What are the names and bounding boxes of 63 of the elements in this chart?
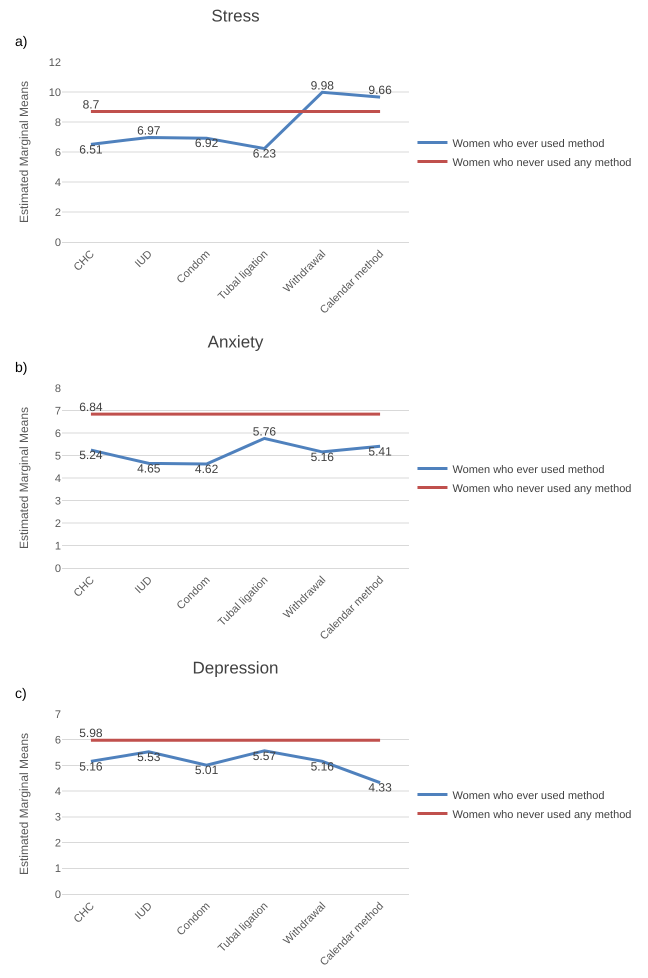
y-axis-title: Estimated Marginal Means [17,406,31,550]
x-tick-label: IUD [132,248,155,270]
chart-title: Stress [211,6,260,26]
legend-label: Women who ever used method [452,790,605,802]
data-label: 6.97 [137,123,161,138]
legend-label: Women who ever used method [452,464,605,476]
y-axis-title: Estimated Marginal Means [17,732,31,876]
y-tick-label: 0 [54,236,61,249]
y-tick-label: 6 [54,146,61,159]
y-tick-label: 5 [54,760,61,772]
data-label: 4.33 [368,780,392,795]
legend-label: Women who never used any method [452,808,632,821]
data-label: 5.16 [310,450,334,464]
data-label: 9.98 [310,78,334,92]
data-label: 8.7 [82,98,100,112]
y-tick-label: 2 [54,518,61,530]
y-tick-label: 12 [48,56,61,69]
y-axis-title: Estimated Marginal Means [17,80,31,224]
y-tick-label: 4 [54,176,61,189]
data-label: 6.23 [252,146,276,161]
y-tick-label: 1 [54,863,61,876]
chart-title: Depression [192,658,278,678]
text: a) [15,33,28,49]
y-tick-label: 2 [54,837,61,850]
chart-title: Anxiety [208,332,264,352]
text: c) [15,685,27,701]
y-tick-label: 0 [54,888,61,901]
x-tick-label: IUD [132,574,155,596]
data-label: 5.57 [252,748,276,763]
legend-label: Women who never used any method [452,156,632,169]
data-label: 5.24 [79,448,103,462]
data-label: 5.98 [79,726,103,740]
y-tick-label: 10 [48,86,61,99]
y-tick-label: 6 [54,734,61,747]
data-label: 5.41 [368,444,392,458]
y-tick-label: 4 [54,472,61,485]
y-tick-label: 6 [54,428,61,440]
legend-label: Women who never used any method [452,482,632,495]
data-label: 9.66 [368,83,392,98]
y-tick-label: 3 [54,495,61,508]
y-tick-label: 0 [54,562,61,575]
data-label: 6.92 [194,136,219,150]
data-label: 5.16 [310,759,334,774]
y-tick-label: 2 [54,206,61,219]
y-tick-label: 5 [54,450,61,462]
text: b) [15,359,28,375]
x-tick-label: IUD [132,900,155,922]
y-tick-label: 7 [54,405,61,418]
data-label: 5.01 [194,763,219,778]
data-label: 4.65 [137,461,161,476]
y-tick-label: 8 [54,116,61,129]
y-tick-label: 8 [54,382,61,395]
legend-label: Women who ever used method [452,138,605,150]
data-label: 5.53 [137,750,161,764]
y-tick-label: 4 [54,786,61,798]
data-label: 5.16 [79,759,103,774]
y-tick-label: 7 [54,708,61,721]
data-label: 4.62 [194,462,219,476]
data-label: 5.76 [252,424,276,438]
y-tick-label: 1 [54,540,61,552]
y-tick-label: 3 [54,812,61,824]
data-label: 6.84 [79,400,103,414]
data-label: 6.51 [79,142,103,156]
